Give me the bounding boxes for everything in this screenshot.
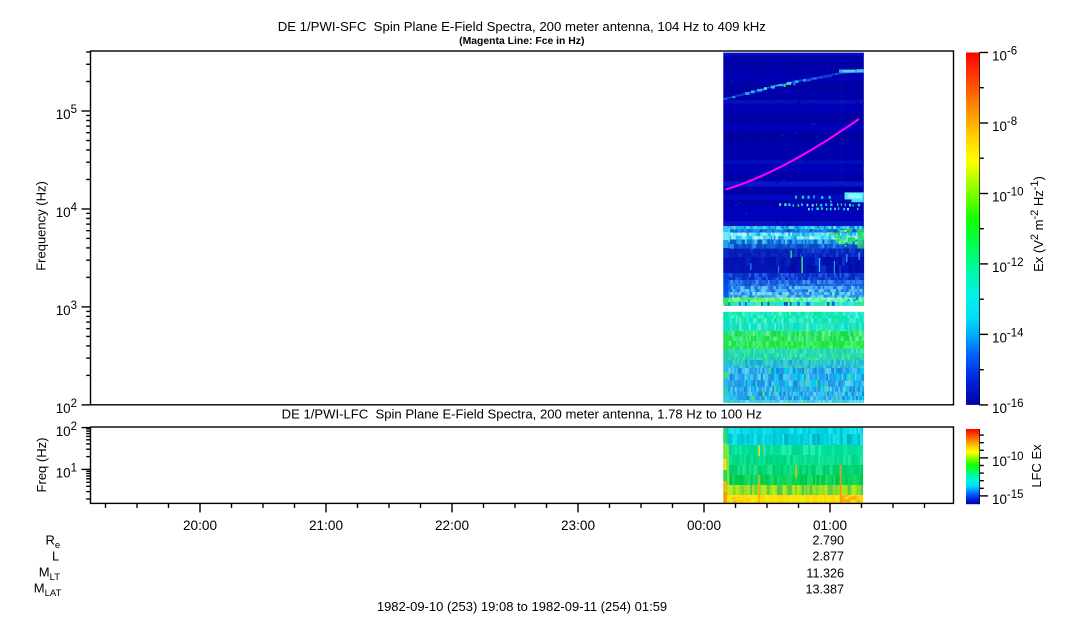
svg-text:2.790: 2.790 [812, 533, 844, 547]
svg-text:1982-09-10 (253) 19:08 to 1982: 1982-09-10 (253) 19:08 to 1982-09-11 (25… [377, 599, 667, 614]
svg-text:11.326: 11.326 [806, 567, 844, 581]
svg-text:00:00: 00:00 [687, 518, 721, 533]
svg-text:20:00: 20:00 [183, 518, 217, 533]
svg-text:Ex (V2 m-2 Hz-1): Ex (V2 m-2 Hz-1) [1029, 176, 1046, 272]
svg-text:(Magenta Line: Fce in Hz): (Magenta Line: Fce in Hz) [459, 36, 584, 47]
svg-text:LFC Ex: LFC Ex [1029, 444, 1044, 488]
svg-text:21:00: 21:00 [309, 518, 343, 533]
svg-text:13.387: 13.387 [805, 582, 844, 596]
svg-text:DE 1/PWI-LFC Spin Plane E-Fie: DE 1/PWI-LFC Spin Plane E-Field Spectra,… [282, 407, 762, 422]
svg-text:Frequency (Hz): Frequency (Hz) [34, 181, 49, 271]
svg-text:DE 1/PWI-SFC Spin Plane E-Fie: DE 1/PWI-SFC Spin Plane E-Field Spectra,… [278, 19, 766, 34]
svg-text:2.877: 2.877 [812, 550, 844, 564]
svg-text:22:00: 22:00 [435, 518, 469, 533]
svg-text:L: L [52, 549, 59, 564]
svg-text:01:00: 01:00 [813, 518, 847, 533]
svg-text:23:00: 23:00 [561, 518, 595, 533]
svg-text:Freq (Hz): Freq (Hz) [34, 438, 49, 493]
